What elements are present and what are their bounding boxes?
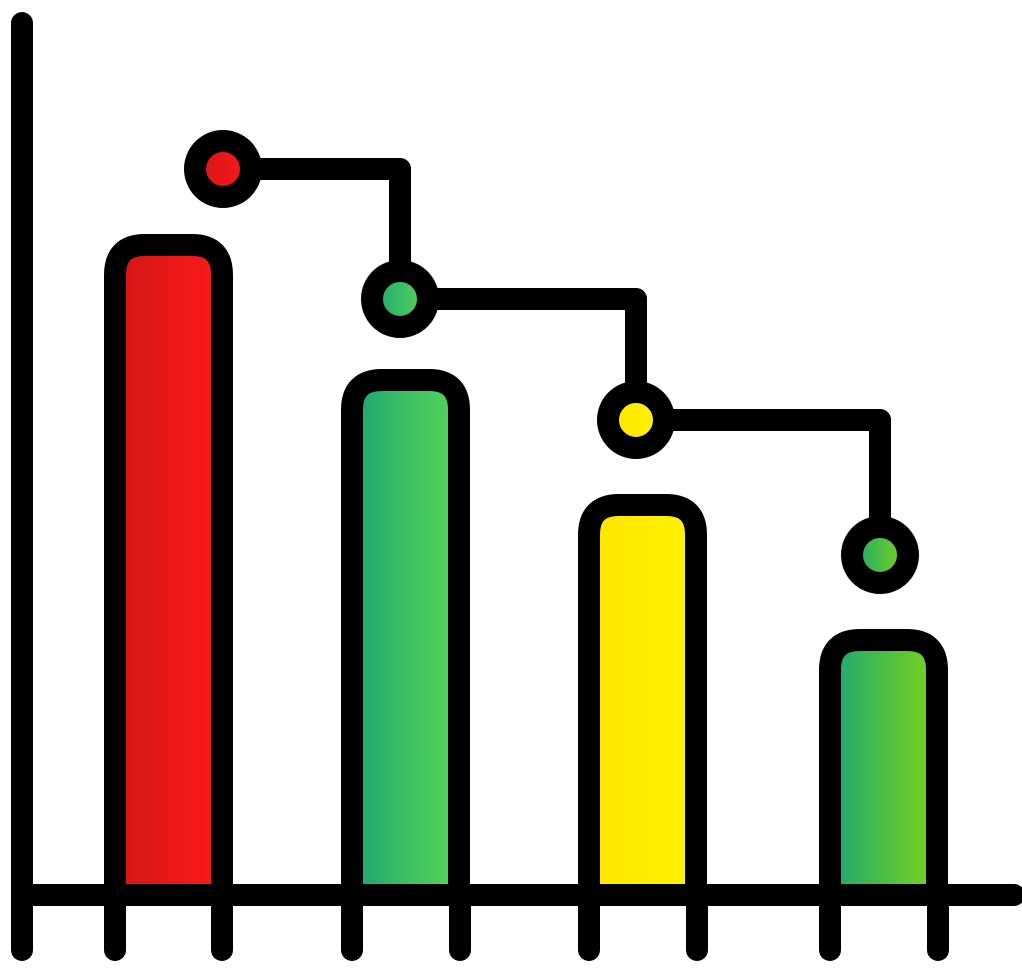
marker-1 — [195, 141, 251, 197]
bar-2 — [352, 380, 459, 895]
marker-4 — [852, 527, 908, 583]
marker-2 — [372, 271, 428, 327]
bar-3 — [589, 505, 696, 895]
bar-chart-icon — [0, 0, 1022, 980]
bar-1 — [115, 245, 222, 895]
bar-4 — [830, 640, 937, 895]
marker-3 — [608, 392, 664, 448]
